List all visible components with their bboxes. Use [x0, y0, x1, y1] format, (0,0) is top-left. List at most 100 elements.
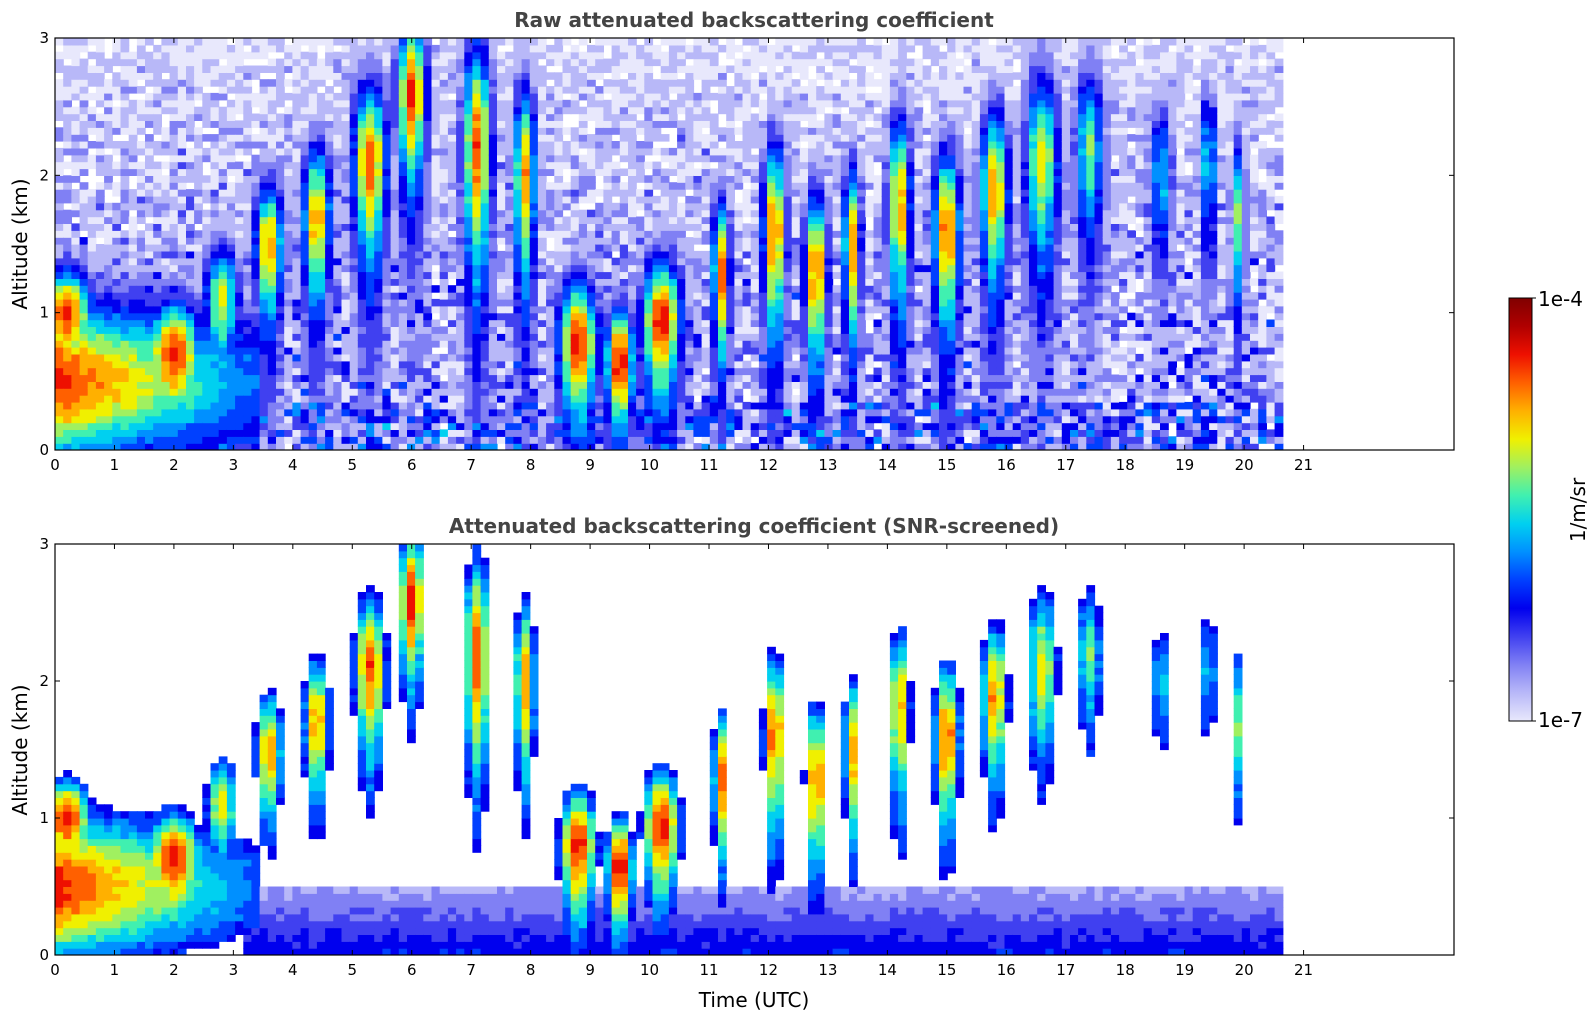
heatmap-cell: [750, 127, 760, 135]
heatmap-cell: [398, 347, 408, 355]
heatmap-cell: [104, 408, 113, 417]
heatmap-cell: [415, 388, 424, 396]
heatmap-cell: [95, 44, 105, 53]
heatmap-cell: [628, 360, 637, 369]
heatmap-cell: [758, 230, 768, 238]
heatmap-cell: [186, 134, 195, 142]
heatmap-cell: [652, 161, 662, 170]
heatmap-cell: [210, 38, 220, 46]
heatmap-cell: [243, 305, 253, 314]
heatmap-cell: [71, 271, 81, 279]
heatmap-cell: [447, 367, 457, 376]
heatmap-cell: [71, 257, 81, 266]
heatmap-cell: [439, 388, 449, 396]
heatmap-cell: [186, 99, 195, 108]
heatmap-cell: [480, 209, 490, 218]
heatmap-cell: [292, 278, 302, 286]
heatmap-cell: [513, 436, 523, 444]
heatmap-cell: [685, 408, 695, 417]
heatmap-cell: [284, 141, 293, 149]
heatmap-cell: [497, 381, 506, 389]
heatmap-cell: [177, 134, 187, 142]
heatmap-cell: [63, 429, 72, 437]
panel-title: Raw attenuated backscattering coefficien…: [514, 8, 994, 32]
heatmap-cell: [145, 374, 154, 382]
heatmap-cell: [308, 395, 318, 403]
heatmap-cell: [660, 312, 670, 321]
heatmap-cell: [316, 347, 326, 355]
heatmap-cell: [415, 353, 424, 362]
heatmap-cell: [161, 202, 171, 211]
heatmap-cell: [145, 360, 154, 369]
heatmap-cell: [750, 278, 760, 286]
heatmap-cell: [202, 264, 212, 273]
heatmap-cell: [423, 168, 433, 176]
heatmap-cell: [308, 292, 318, 300]
heatmap-cell: [578, 161, 588, 170]
heatmap-cell: [136, 367, 146, 376]
heatmap-cell: [398, 113, 408, 121]
heatmap-cell: [709, 147, 719, 156]
heatmap-cell: [562, 161, 572, 170]
heatmap-cell: [243, 264, 253, 273]
heatmap-cell: [505, 161, 514, 170]
heatmap-cell: [374, 278, 383, 286]
heatmap-cell: [521, 99, 531, 108]
heatmap-cell: [202, 92, 212, 101]
heatmap-cell: [398, 408, 408, 417]
heatmap-cell: [456, 106, 465, 115]
heatmap-cell: [619, 86, 629, 94]
heatmap-cell: [464, 44, 474, 53]
heatmap-cell: [308, 333, 318, 341]
heatmap-cell: [235, 189, 244, 197]
heatmap-cell: [677, 106, 686, 115]
heatmap-cell: [513, 395, 523, 403]
heatmap-cell: [292, 367, 302, 376]
heatmap-cell: [161, 264, 171, 273]
heatmap-cell: [357, 319, 367, 327]
heatmap-cell: [95, 161, 105, 170]
heatmap-cell: [251, 72, 261, 80]
heatmap-cell: [63, 401, 72, 410]
heatmap-cell: [562, 72, 572, 80]
heatmap-cell: [660, 443, 670, 450]
heatmap-cell: [472, 415, 482, 424]
heatmap-cell: [472, 443, 482, 450]
heatmap-cell: [169, 120, 179, 128]
heatmap-cell: [398, 264, 408, 273]
heatmap-cell: [226, 51, 236, 60]
heatmap-cell: [603, 58, 613, 67]
heatmap-cell: [407, 415, 416, 424]
heatmap-cell: [456, 38, 465, 46]
heatmap-cell: [284, 312, 293, 321]
heatmap-cell: [153, 401, 162, 410]
heatmap-cell: [554, 120, 564, 128]
heatmap-cell: [136, 113, 146, 121]
heatmap-cell: [456, 230, 465, 238]
heatmap-cell: [333, 271, 343, 279]
heatmap-cell: [87, 401, 97, 410]
heatmap-cell: [456, 374, 465, 382]
heatmap-cell: [357, 415, 367, 424]
heatmap-cell: [284, 278, 293, 286]
heatmap-cell: [431, 147, 441, 156]
heatmap-cell: [177, 381, 187, 389]
heatmap-cell: [546, 51, 555, 60]
heatmap-cell: [570, 58, 580, 67]
heatmap-cell: [472, 113, 482, 121]
heatmap-cell: [480, 388, 490, 396]
heatmap-cell: [210, 175, 220, 183]
heatmap-cell: [300, 436, 310, 444]
heatmap-cell: [276, 216, 285, 224]
heatmap-cell: [398, 202, 408, 211]
heatmap-cell: [750, 182, 760, 190]
heatmap-cell: [480, 230, 490, 238]
heatmap-cell: [734, 408, 744, 417]
heatmap-cell: [709, 216, 719, 224]
heatmap-cell: [488, 436, 498, 444]
heatmap-cell: [415, 120, 424, 128]
heatmap-cell: [505, 250, 514, 259]
heatmap-cell: [513, 106, 523, 115]
heatmap-cell: [537, 285, 547, 293]
heatmap-cell: [587, 374, 596, 382]
